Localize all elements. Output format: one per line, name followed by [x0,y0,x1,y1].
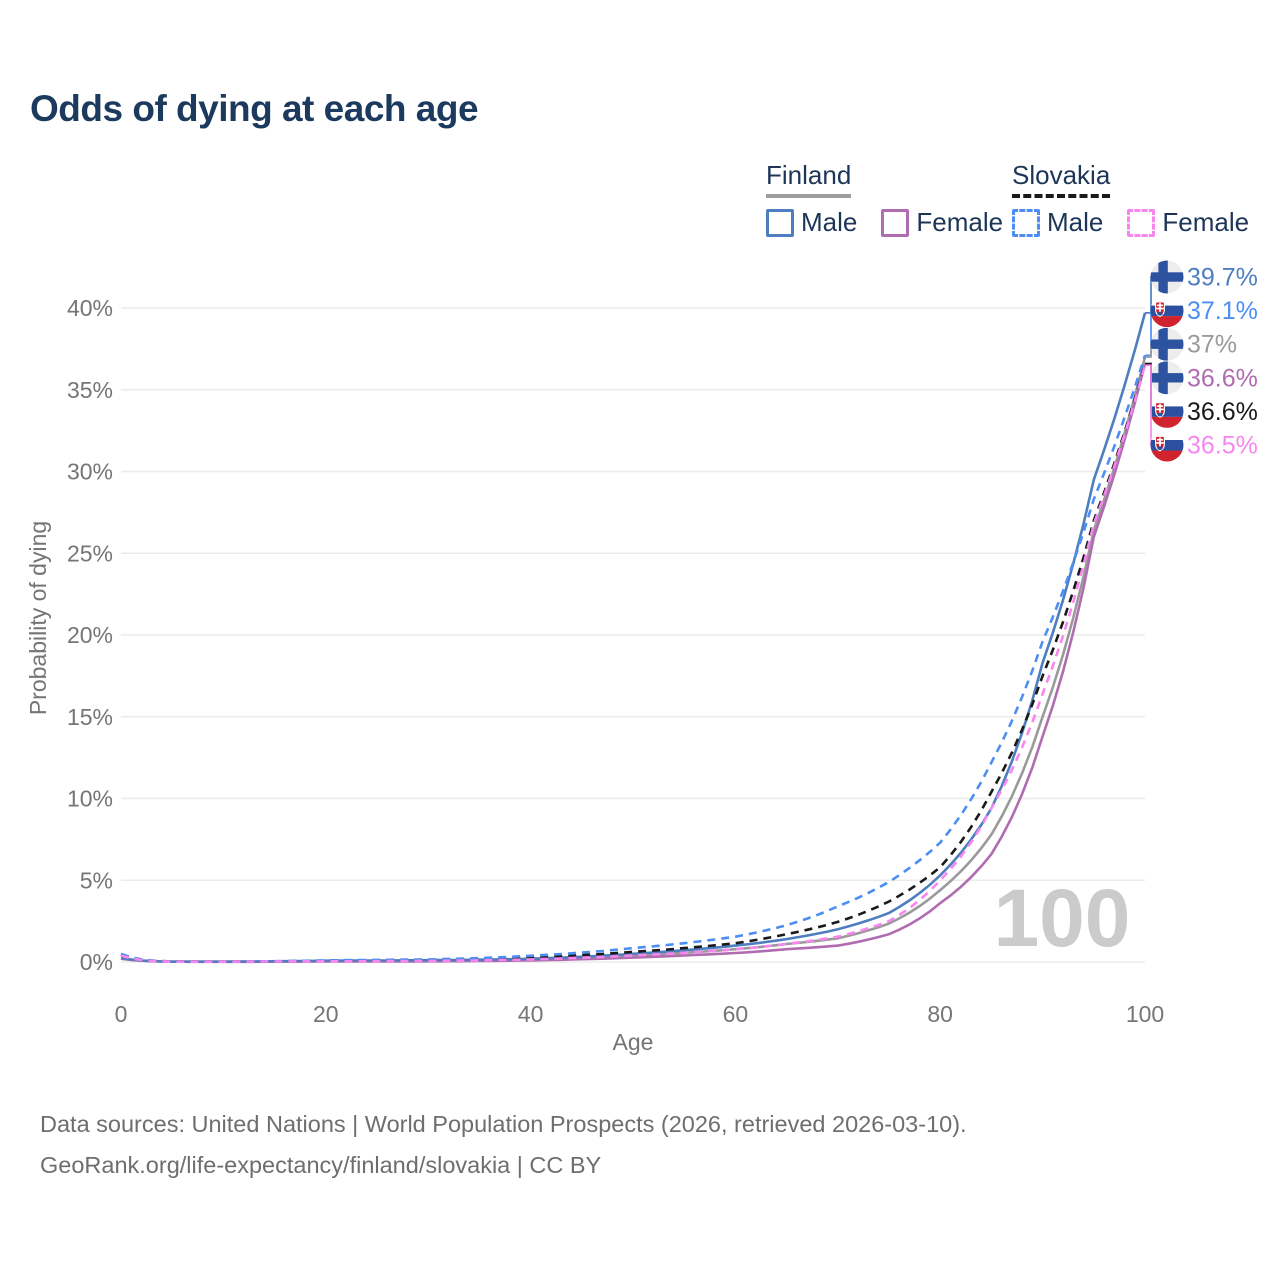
age-watermark: 100 [994,873,1131,964]
slovakia-flag-icon [1151,395,1184,428]
line-slovakia-both-sexes [120,363,1147,964]
slovakia-male-label: Male [1047,207,1104,237]
finland-male-swatch-icon [766,208,794,237]
legend-slovakia-label: Slovakia [1012,160,1111,198]
legend-item-slovakia-male: Male [1012,207,1103,238]
slovakia-flag-icon [1151,429,1184,462]
slovakia-flag-icon [1151,294,1184,327]
chart-legend: Finland Male Female Slovakia Male [0,160,1280,250]
end-label-finland-female: 36.6% [1187,364,1258,392]
line-finland-both-sexes [120,356,1147,963]
footer-attribution: Data sources: United Nations | World Pop… [40,1104,1180,1186]
y-tick-20%: 20% [67,622,113,648]
slovakia-male-swatch-icon [1012,208,1040,237]
x-tick-0: 0 [115,1001,128,1027]
finland-flag-icon [1151,328,1184,361]
finland-female-label: Female [916,207,1004,237]
line-slovakia-female [120,364,1147,963]
axis-labels: 0% 5% 10% 15% 20% 25% 30% 35% 40% 0 20 40 60 80 100 Age… [25,295,1164,1055]
y-tick-25%: 25% [67,540,113,566]
end-label-slovakia-female: 36.5% [1187,432,1258,460]
legend-item-slovakia-female: Female [1127,207,1249,238]
finland-male-label: Male [801,207,858,237]
finland-flag-icon [1151,361,1184,394]
x-tick-60: 60 [723,1001,749,1027]
legend-item-finland-female: Female [881,207,1003,238]
legend-finland-label: Finland [766,160,852,198]
y-tick-40%: 40% [67,295,113,321]
y-tick-5%: 5% [80,867,113,893]
x-tick-20: 20 [313,1001,339,1027]
y-tick-10%: 10% [67,786,113,812]
y-axis-label: Probability of dying [25,521,51,715]
line-finland-male [120,312,1147,963]
end-label-slovakia-male: 37.1% [1187,297,1258,325]
data-sources-line: Data sources: United Nations | World Pop… [40,1111,967,1137]
end-label-finland-both-sexes: 37% [1187,331,1237,359]
slovakia-female-swatch-icon [1127,208,1156,237]
finland-female-swatch-icon [881,208,910,237]
chart-title: Odds of dying at each age [30,88,479,129]
y-tick-30%: 30% [67,459,113,485]
license-line: GeoRank.org/life-expectancy/finland/slov… [40,1152,602,1178]
age-watermark-text: 100 [994,873,1131,964]
legend-group-slovakia: Slovakia Male Female [1012,160,1249,238]
finland-flag-icon [1151,261,1184,294]
end-label-finland-male: 39.7% [1187,264,1258,292]
y-tick-0%: 0% [80,949,113,975]
legend-group-finland: Finland Male Female [766,160,1003,238]
line-finland-female [120,363,1147,964]
legend-item-finland-male: Male [766,207,857,238]
x-tick-100: 100 [1126,1001,1164,1027]
x-tick-80: 80 [927,1001,953,1027]
line-slovakia-male [120,355,1147,964]
y-tick-15%: 15% [67,704,113,730]
x-axis-label: Age [613,1029,654,1055]
series-lines [120,312,1147,964]
gridlines [121,307,1145,963]
end-label-slovakia-both-sexes: 36.6% [1187,398,1258,426]
x-tick-40: 40 [518,1001,544,1027]
slovakia-female-label: Female [1162,207,1250,237]
y-tick-35%: 35% [67,377,113,403]
end-value-labels: 39.7% 37.1% 37% 36.6% 36.6% 36.5% [1145,261,1258,462]
